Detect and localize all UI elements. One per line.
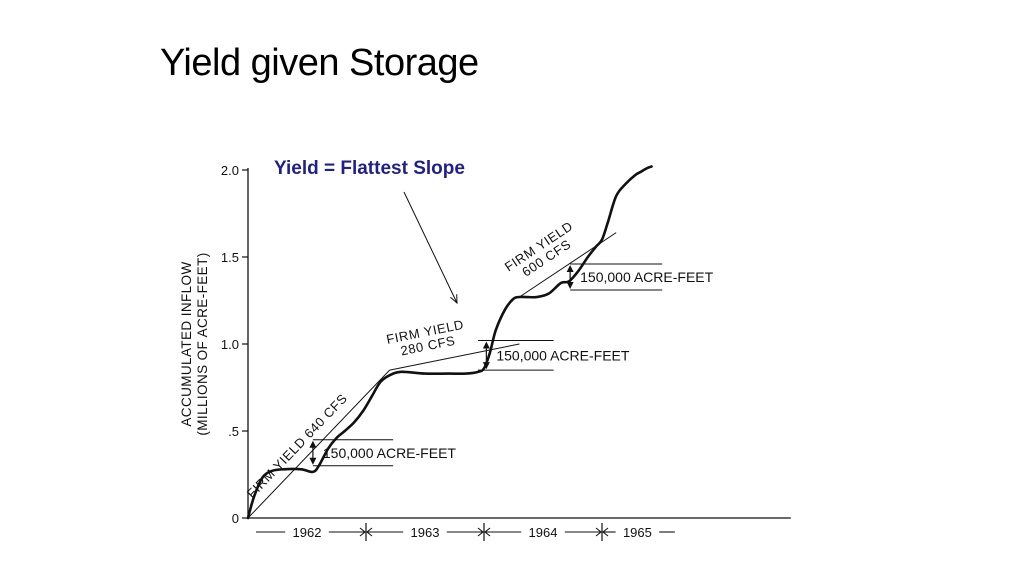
period-arrow-left <box>359 527 366 537</box>
storage-arrow-head-down <box>566 282 574 290</box>
firm-yield-line <box>389 343 520 371</box>
storage-arrow-head-up <box>566 264 574 272</box>
y-axis-title-group: ACCUMULATED INFLOW (MILLIONS OF ACRE-FEET… <box>179 252 210 435</box>
series-group <box>246 165 653 520</box>
year-label: 1965 <box>623 525 652 540</box>
y-axis-title: ACCUMULATED INFLOW <box>179 261 194 426</box>
storage-note-label: 150,000 ACRE-FEET <box>323 445 457 461</box>
y-tick-label: 1.5 <box>221 250 239 265</box>
y-tick-label: 1.0 <box>221 337 239 352</box>
year-label: 1963 <box>411 525 440 540</box>
slide-title: Yield given Storage <box>160 42 479 84</box>
x-periods: 1962 1963 1964 1965 <box>256 523 675 541</box>
y-ticks: 0 .5 1.0 1.5 2.0 <box>221 163 248 526</box>
period-arrow-left <box>477 527 484 537</box>
period-arrow-right <box>484 527 491 537</box>
accumulated-inflow-line <box>246 165 653 520</box>
period-arrow-right <box>602 527 609 537</box>
chart-axes <box>247 168 791 519</box>
storage-arrow-head-up <box>482 341 490 349</box>
storage-note-label: 150,000 ACRE-FEET <box>580 269 714 285</box>
storage-arrow-head-down <box>309 457 317 465</box>
period-arrow-left <box>595 527 602 537</box>
y-axis-subtitle: (MILLIONS OF ACRE-FEET) <box>195 252 210 435</box>
annotation-pointer-group <box>403 191 458 305</box>
storage-notes: 150,000 ACRE-FEET 150,000 ACRE-FEET 150,00… <box>309 263 714 467</box>
annotation-pointer-arrowhead <box>450 294 458 305</box>
year-label: 1964 <box>529 525 558 540</box>
y-tick-label: 2.0 <box>221 163 239 178</box>
year-label: 1962 <box>293 525 322 540</box>
y-tick-label: 0 <box>232 511 239 526</box>
storage-note-label: 150,000 ACRE-FEET <box>496 347 630 363</box>
annotation-pointer-line <box>403 191 458 304</box>
period-arrow-right <box>366 527 373 537</box>
firm-yield-line <box>247 369 390 519</box>
storage-arrow-head-up <box>309 440 317 448</box>
y-tick-label: .5 <box>228 424 239 439</box>
annotation-label: Yield = Flattest Slope <box>274 158 465 179</box>
